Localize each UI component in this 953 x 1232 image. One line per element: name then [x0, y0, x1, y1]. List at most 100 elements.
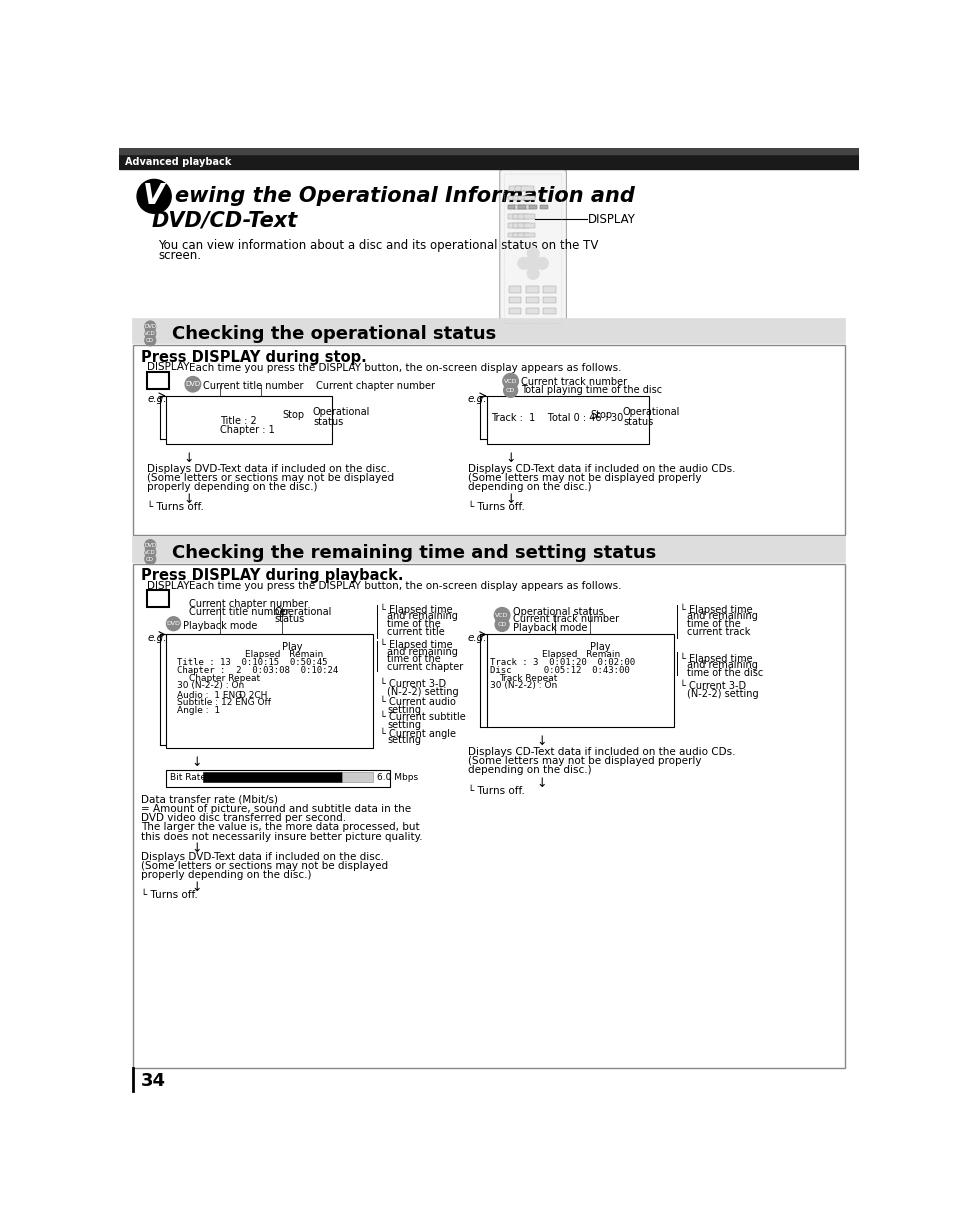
- Bar: [525, 286, 537, 292]
- Text: (Some letters may not be displayed properly: (Some letters may not be displayed prope…: [468, 756, 700, 766]
- Text: ewing the Operational Information and: ewing the Operational Information and: [174, 186, 635, 206]
- Text: CD: CD: [505, 388, 515, 393]
- Text: and remaining: and remaining: [387, 611, 457, 621]
- Text: You can view information about a disc and its operational status on the TV: You can view information about a disc an…: [158, 239, 598, 251]
- Text: (N-2-2) setting: (N-2-2) setting: [686, 689, 759, 699]
- Bar: [517, 205, 525, 209]
- Text: └ Turns off.: └ Turns off.: [468, 503, 524, 513]
- Bar: [486, 634, 674, 727]
- Text: └ Turns off.: └ Turns off.: [147, 503, 204, 513]
- Text: Each time you press the DISPLAY button, the on-screen display appears as follows: Each time you press the DISPLAY button, …: [189, 582, 620, 591]
- Text: Displays DVD-Text data if included on the disc.: Displays DVD-Text data if included on th…: [141, 851, 383, 861]
- Text: ↓: ↓: [536, 777, 546, 790]
- Text: DVD/CD-Text: DVD/CD-Text: [152, 211, 297, 230]
- Text: (Some letters or sections may not be displayed: (Some letters or sections may not be dis…: [147, 473, 394, 483]
- Text: DVD: DVD: [144, 324, 156, 329]
- Text: Track :  1    Total 0 : 46 : 30: Track : 1 Total 0 : 46 : 30: [491, 414, 623, 424]
- Text: └ Current angle: └ Current angle: [379, 728, 456, 739]
- Text: (Some letters may not be displayed properly: (Some letters may not be displayed prope…: [468, 473, 700, 483]
- Text: DISPLAY: DISPLAY: [147, 362, 190, 372]
- Bar: [521, 186, 534, 191]
- Text: Chapter : 1: Chapter : 1: [220, 425, 274, 435]
- Text: Disc      0:05:12  0:43:00: Disc 0:05:12 0:43:00: [490, 667, 630, 675]
- Text: ↓: ↓: [192, 881, 202, 894]
- Circle shape: [536, 257, 548, 270]
- Text: properly depending on the disc.): properly depending on the disc.): [147, 482, 317, 492]
- Bar: [517, 196, 529, 200]
- Text: Elapsed   Remain: Elapsed Remain: [245, 649, 323, 659]
- Bar: [509, 286, 521, 292]
- Text: 6.0 Mbps: 6.0 Mbps: [376, 774, 417, 782]
- Text: status: status: [313, 416, 343, 426]
- Bar: [523, 214, 534, 218]
- Text: Play: Play: [282, 642, 302, 652]
- Circle shape: [145, 328, 155, 339]
- Text: └ Turns off.: └ Turns off.: [141, 890, 197, 901]
- Text: VCD: VCD: [144, 549, 156, 554]
- Bar: [517, 205, 529, 209]
- Text: Stop: Stop: [282, 409, 304, 420]
- Text: ↓: ↓: [192, 843, 202, 855]
- Text: └ Elapsed time: └ Elapsed time: [679, 652, 751, 664]
- Bar: [542, 308, 555, 314]
- Bar: [507, 196, 517, 200]
- Text: └ Turns off.: └ Turns off.: [468, 786, 524, 796]
- Bar: [147, 590, 169, 606]
- Bar: [119, 154, 858, 169]
- Text: VCD: VCD: [495, 612, 508, 617]
- Text: Subtitle : 12 ENG Off: Subtitle : 12 ENG Off: [177, 699, 271, 707]
- Circle shape: [185, 377, 200, 392]
- Text: = Amount of picture, sound and subtitle data in the: = Amount of picture, sound and subtitle …: [141, 803, 411, 814]
- Text: e.g.: e.g.: [147, 394, 167, 404]
- Bar: [147, 372, 169, 389]
- Bar: [166, 395, 332, 444]
- Text: CD: CD: [146, 557, 154, 562]
- Text: properly depending on the disc.): properly depending on the disc.): [141, 870, 311, 880]
- Text: e.g.: e.g.: [468, 394, 487, 404]
- Text: e.g.: e.g.: [468, 633, 487, 643]
- Text: time of the: time of the: [387, 654, 440, 664]
- Text: Displays DVD-Text data if included on the disc.: Displays DVD-Text data if included on th…: [147, 463, 390, 473]
- Text: ↓: ↓: [184, 493, 194, 506]
- Text: Bit Rate: Bit Rate: [170, 774, 206, 782]
- Text: D 2CH: D 2CH: [239, 691, 268, 700]
- Text: and remaining: and remaining: [686, 660, 758, 670]
- Bar: [525, 297, 537, 303]
- Text: setting: setting: [387, 705, 421, 715]
- Text: ↓: ↓: [192, 756, 202, 769]
- Text: status: status: [622, 416, 653, 426]
- Text: Each time you press the DISPLAY button, the on-screen display appears as follows: Each time you press the DISPLAY button, …: [189, 362, 620, 372]
- Text: Elapsed   Remain: Elapsed Remain: [541, 649, 619, 659]
- Text: Stop: Stop: [590, 409, 612, 420]
- Text: e.g.: e.g.: [147, 633, 167, 643]
- Text: Current title number    Current chapter number: Current title number Current chapter num…: [203, 381, 435, 391]
- Text: DVD: DVD: [144, 542, 156, 548]
- Text: Checking the operational status: Checking the operational status: [172, 325, 496, 344]
- Text: Audio :  1 ENG: Audio : 1 ENG: [177, 691, 242, 700]
- Circle shape: [503, 383, 517, 397]
- Text: screen.: screen.: [158, 249, 201, 262]
- Circle shape: [145, 547, 155, 557]
- Text: current chapter: current chapter: [387, 662, 463, 673]
- Bar: [507, 205, 517, 209]
- Text: Playback mode: Playback mode: [183, 621, 257, 631]
- Bar: [133, 537, 843, 562]
- Text: └ Elapsed time: └ Elapsed time: [379, 604, 452, 615]
- Bar: [133, 319, 843, 344]
- Text: └ Current subtitle: └ Current subtitle: [379, 712, 465, 722]
- Bar: [203, 772, 342, 781]
- Bar: [507, 223, 517, 228]
- Circle shape: [145, 553, 155, 564]
- Bar: [166, 634, 373, 748]
- Circle shape: [525, 255, 540, 271]
- Bar: [513, 214, 523, 218]
- Text: Displays CD-Text data if included on the audio CDs.: Displays CD-Text data if included on the…: [468, 747, 735, 756]
- Text: and remaining: and remaining: [387, 647, 457, 657]
- Bar: [515, 186, 527, 191]
- Text: Total playing time of the disc: Total playing time of the disc: [520, 384, 661, 395]
- Text: Play: Play: [589, 642, 610, 652]
- FancyBboxPatch shape: [499, 169, 566, 328]
- Bar: [523, 233, 534, 237]
- Text: this does not necessarily insure better picture quality.: this does not necessarily insure better …: [141, 832, 422, 841]
- Text: Operational: Operational: [274, 606, 332, 617]
